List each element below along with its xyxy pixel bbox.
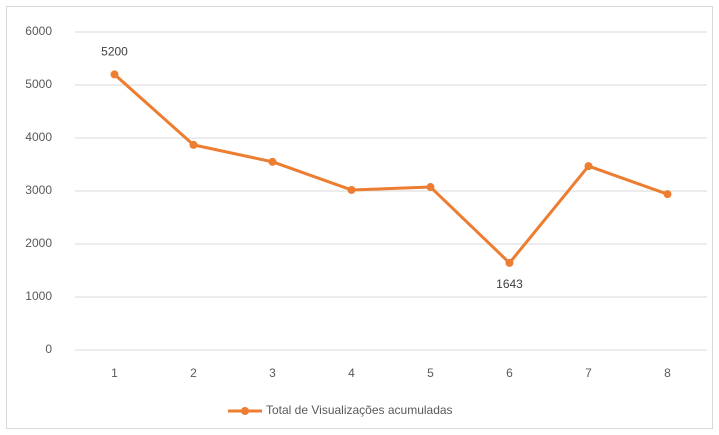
legend-label: Total de Visualizações acumuladas xyxy=(266,403,453,417)
x-tick-label: 6 xyxy=(506,366,513,380)
point xyxy=(189,140,198,149)
x-tick-label: 3 xyxy=(269,366,276,380)
point xyxy=(663,190,672,199)
y-tick-label: 6000 xyxy=(25,24,52,38)
y-tick-label: 5000 xyxy=(25,77,52,91)
legend-marker xyxy=(241,407,249,415)
y-tick-label: 4000 xyxy=(25,130,52,144)
x-tick-label: 7 xyxy=(585,366,592,380)
x-tick-label: 5 xyxy=(427,366,434,380)
line xyxy=(113,73,669,265)
chart-border xyxy=(6,6,713,429)
point xyxy=(426,183,435,192)
y-tick-label: 1000 xyxy=(25,289,52,303)
point xyxy=(268,157,277,166)
point xyxy=(505,258,514,267)
x-tick-label: 4 xyxy=(348,366,355,380)
data-label: 5200 xyxy=(101,45,128,59)
y-tick-label: 3000 xyxy=(25,183,52,197)
x-tick-label: 8 xyxy=(664,366,671,380)
point xyxy=(584,162,593,171)
y-tick-label: 0 xyxy=(45,342,52,356)
data-label: 1643 xyxy=(496,277,523,291)
point xyxy=(347,185,356,194)
y-tick-label: 2000 xyxy=(25,236,52,250)
x-tick-label: 1 xyxy=(111,366,118,380)
point xyxy=(110,70,119,79)
x-tick-label: 2 xyxy=(190,366,197,380)
